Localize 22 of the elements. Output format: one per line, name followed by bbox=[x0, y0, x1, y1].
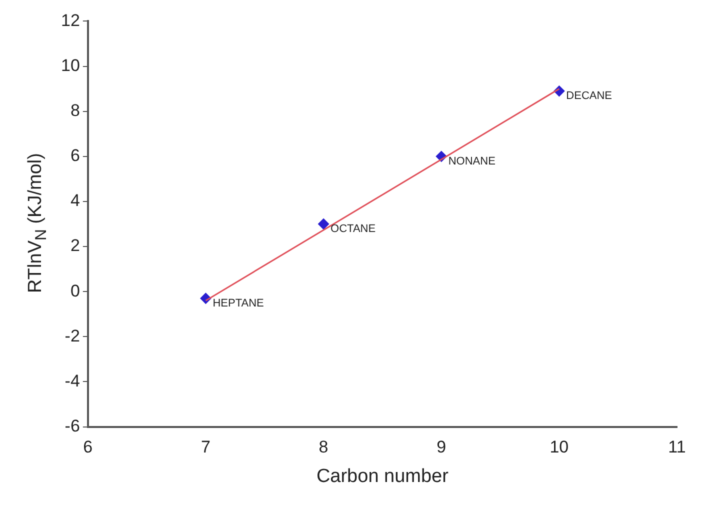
y-tick-label: 6 bbox=[70, 146, 80, 166]
x-axis-title: Carbon number bbox=[316, 466, 450, 487]
annotation: NONANE bbox=[448, 155, 496, 168]
y-tick-label: 8 bbox=[70, 101, 80, 120]
y-tick-label: 10 bbox=[60, 56, 80, 75]
y-tick-label: 2 bbox=[70, 236, 80, 256]
x-tick-label: 8 bbox=[318, 438, 328, 457]
annotation: OCTANE bbox=[330, 223, 376, 236]
y-tick-label: -4 bbox=[64, 371, 80, 390]
y-tick-label: -2 bbox=[64, 326, 80, 346]
point bbox=[318, 218, 330, 230]
x-tick-label: 9 bbox=[436, 438, 446, 457]
y-tick-label: -6 bbox=[64, 416, 80, 436]
x-tick-label: 6 bbox=[83, 438, 93, 457]
x-tick-label: 10 bbox=[550, 438, 569, 457]
x-tick-label: 11 bbox=[668, 438, 686, 457]
y-tick-label: 12 bbox=[60, 10, 80, 30]
annotation: HEPTANE bbox=[212, 297, 264, 310]
annotation: DECANE bbox=[566, 90, 612, 102]
y-tick-label: 0 bbox=[70, 281, 80, 300]
y-tick-label: 4 bbox=[70, 191, 80, 210]
x-tick-label: 7 bbox=[200, 438, 210, 457]
